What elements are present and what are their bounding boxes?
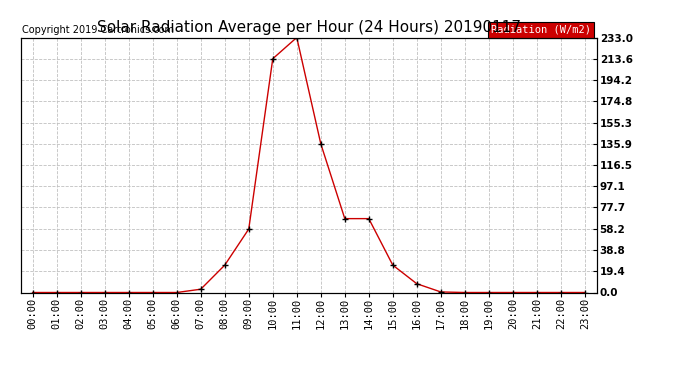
Title: Solar Radiation Average per Hour (24 Hours) 20190117: Solar Radiation Average per Hour (24 Hou… xyxy=(97,20,521,35)
Text: Radiation (W/m2): Radiation (W/m2) xyxy=(491,25,591,35)
Text: Copyright 2019 Cartronics.com: Copyright 2019 Cartronics.com xyxy=(22,25,174,35)
